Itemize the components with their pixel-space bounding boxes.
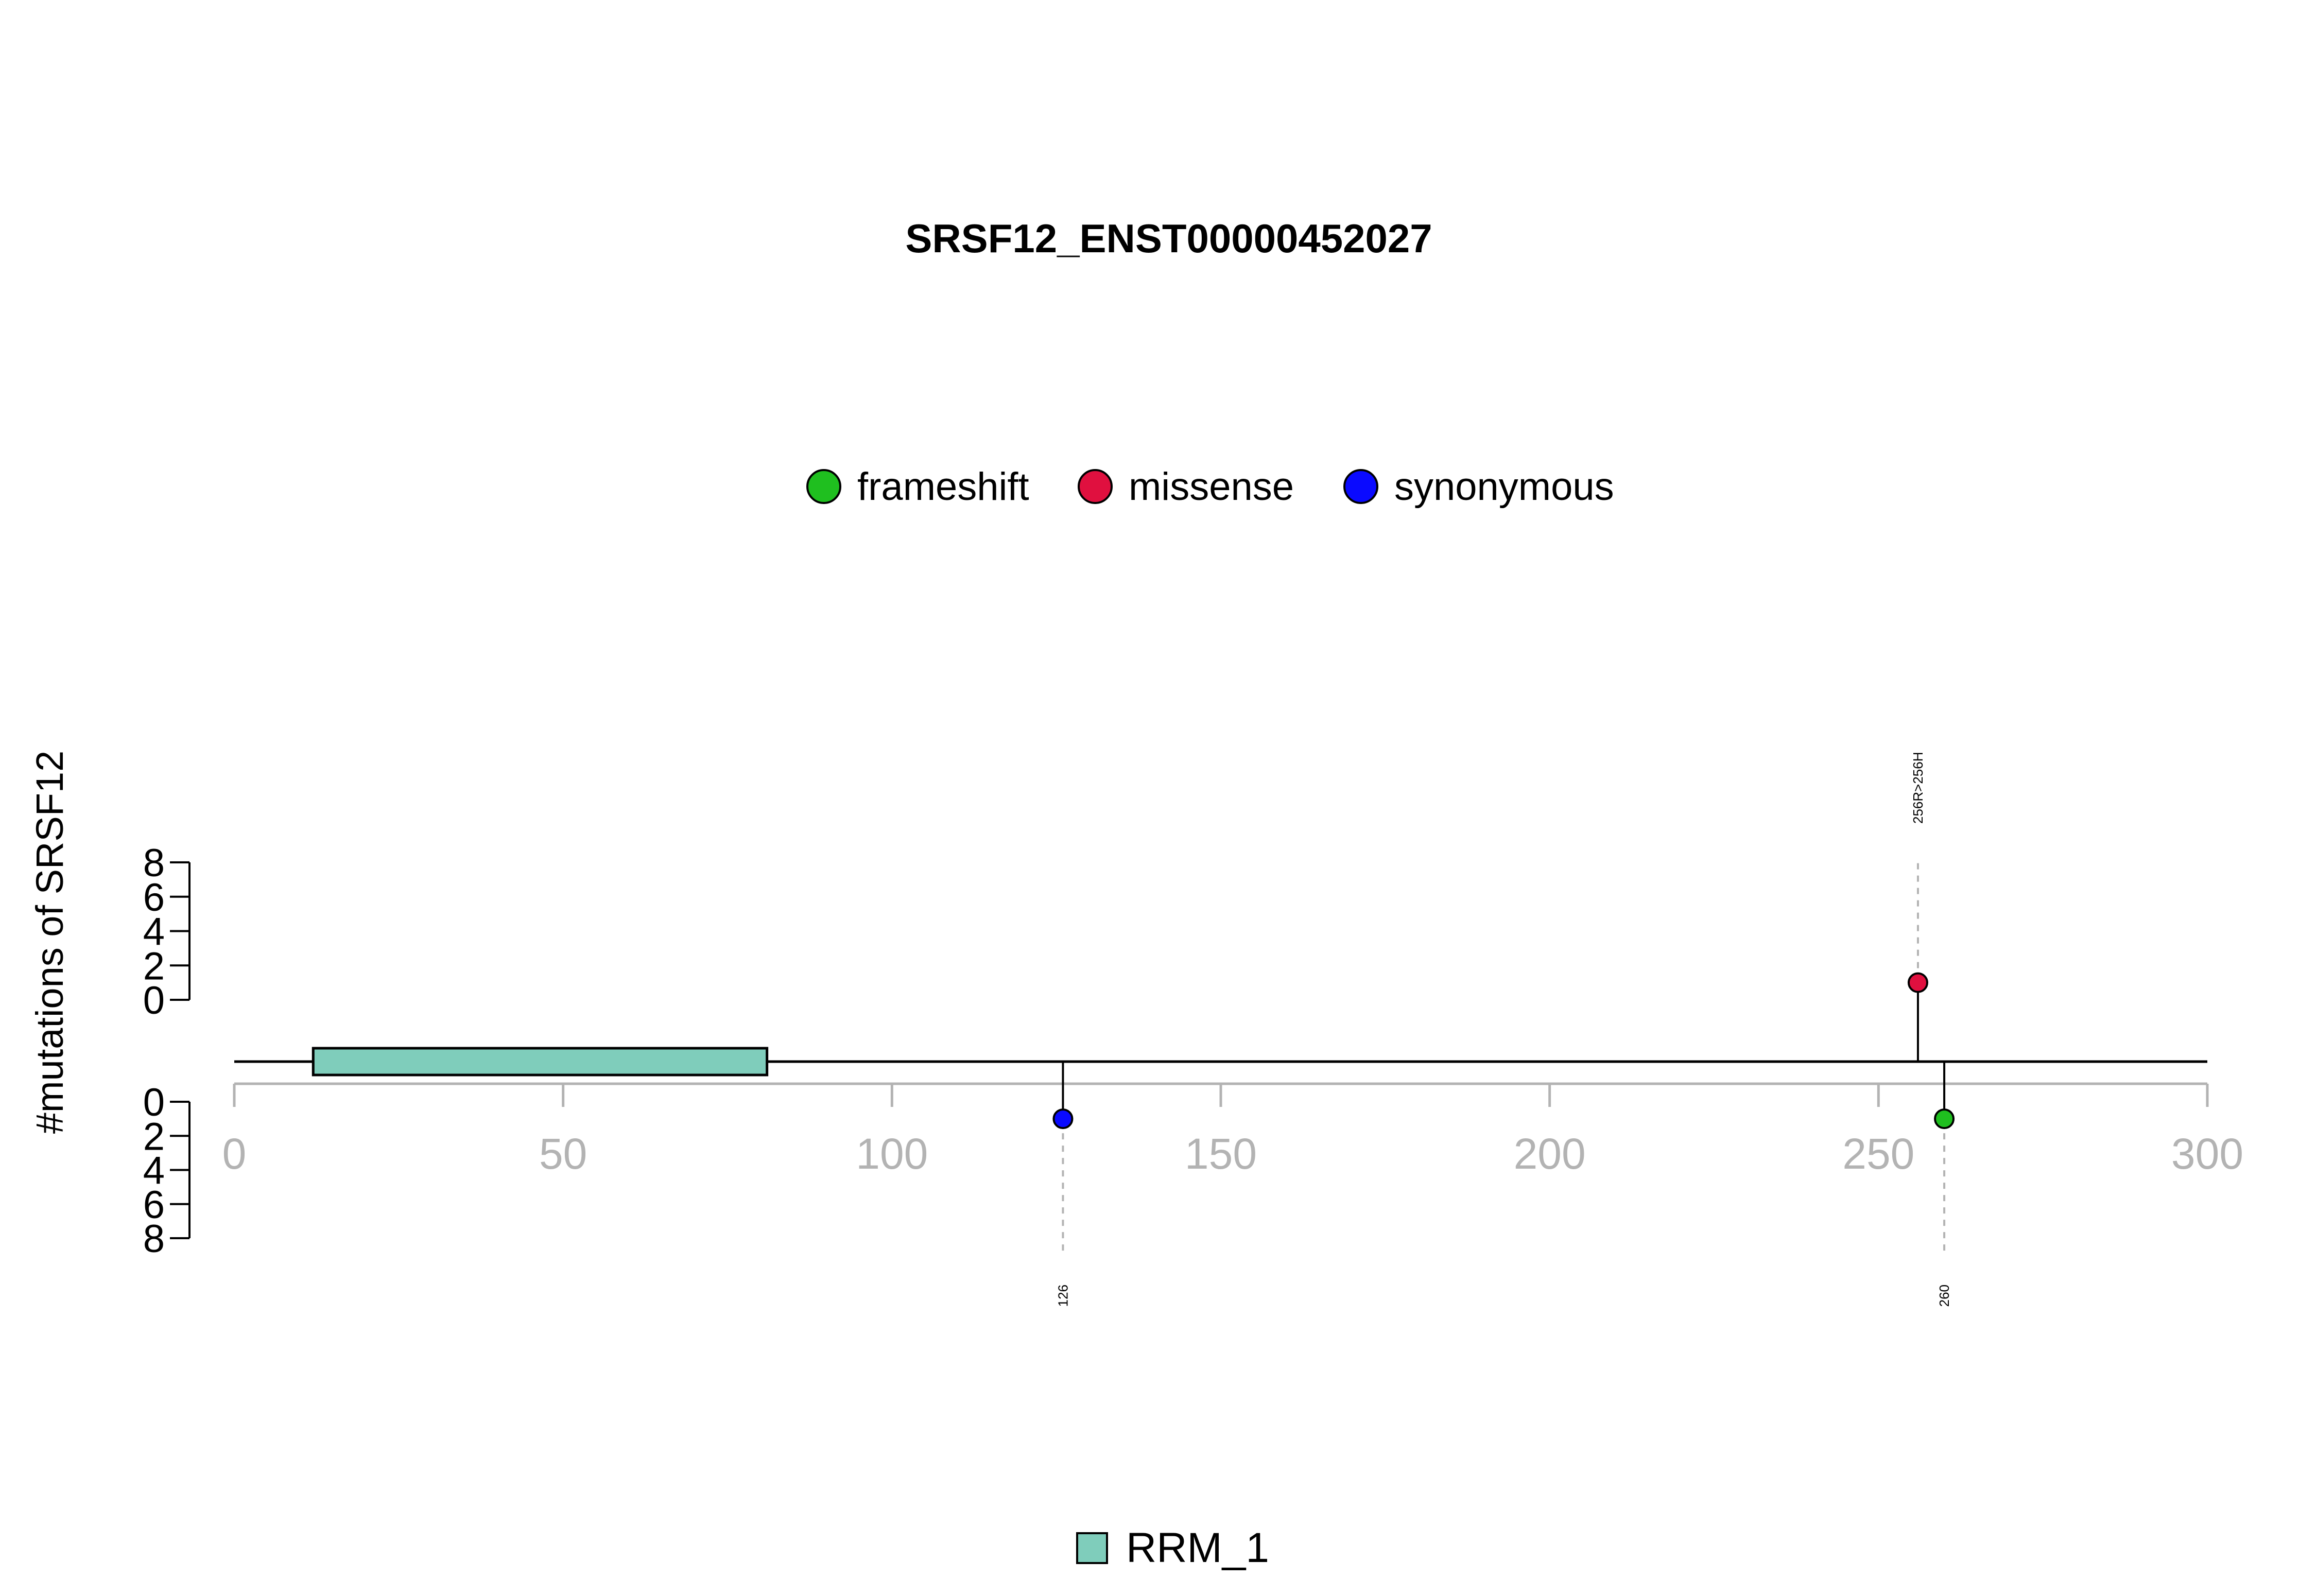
y-axis-upper-tick-label: 8 <box>143 841 165 885</box>
legend-label-missense: missense <box>1129 465 1294 509</box>
x-axis: 0 50 100 150 200 250 300 <box>222 1082 2243 1178</box>
y-axis-lower-tick-label: 4 <box>143 1149 165 1193</box>
mutations: 126 256R>256H 260 <box>1052 752 1955 1307</box>
y-axis-lower-tick-label: 2 <box>143 1115 165 1158</box>
y-axis-lower-tick-label: 0 <box>143 1081 165 1124</box>
domain-legend: RRM_1 <box>1076 1524 1269 1571</box>
y-axis-label: #mutations of SRSF12 <box>28 751 71 1134</box>
legend-marker-missense <box>1078 469 1113 504</box>
domain-legend-label-RRM_1: RRM_1 <box>1126 1524 1269 1571</box>
legend-marker-synonymous <box>1343 469 1378 504</box>
x-axis-tick-label: 300 <box>2171 1130 2243 1178</box>
legend-label-frameshift: frameshift <box>857 465 1029 509</box>
x-axis-tick-label: 250 <box>1842 1130 1914 1178</box>
legend: frameshift missense synonymous <box>806 465 1614 509</box>
y-axis-upper-tick-label: 4 <box>143 910 165 954</box>
y-axis-upper-tick-label: 6 <box>143 876 165 920</box>
x-axis-tick-label: 0 <box>222 1130 247 1178</box>
y-axis-upper-tick-label: 0 <box>143 979 165 1022</box>
chart-title: SRSF12_ENST00000452027 <box>905 216 1432 261</box>
y-axis-upper-tick-label: 2 <box>143 944 165 988</box>
legend-label-synonymous: synonymous <box>1394 465 1614 509</box>
y-axis-lower-tick-label: 6 <box>143 1183 165 1227</box>
x-axis-tick-label: 200 <box>1514 1130 1586 1178</box>
mutation-point-synonymous <box>1052 1108 1074 1130</box>
y-axis-lower-tick-label: 8 <box>143 1217 165 1261</box>
x-axis-tick-label: 50 <box>539 1130 587 1178</box>
domain-legend-swatch-RRM_1 <box>1076 1532 1108 1564</box>
mutation-point-frameshift <box>1934 1108 1955 1130</box>
domain-RRM_1 <box>312 1047 769 1077</box>
mutation-label: 260 <box>1936 1285 1952 1307</box>
mutation-point-missense <box>1907 972 1928 993</box>
domains <box>312 1047 769 1077</box>
x-axis-tick-label: 150 <box>1185 1130 1257 1178</box>
legend-marker-frameshift <box>806 469 841 504</box>
mutation-label: 126 <box>1055 1285 1070 1307</box>
mutation-label: 256R>256H <box>1910 752 1926 824</box>
x-axis-tick-label: 100 <box>856 1130 928 1178</box>
